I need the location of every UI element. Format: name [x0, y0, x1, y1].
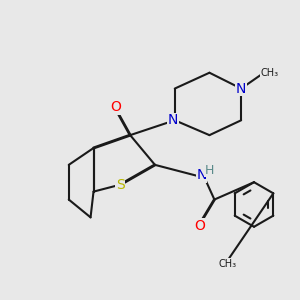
- Text: N: N: [196, 168, 207, 182]
- Text: N: N: [236, 82, 246, 96]
- Text: O: O: [194, 219, 205, 233]
- Text: N: N: [168, 113, 178, 127]
- Text: CH₃: CH₃: [218, 259, 236, 269]
- Text: H: H: [204, 164, 214, 177]
- Text: O: O: [110, 100, 121, 114]
- Text: CH₃: CH₃: [261, 68, 279, 78]
- Text: S: S: [116, 178, 125, 192]
